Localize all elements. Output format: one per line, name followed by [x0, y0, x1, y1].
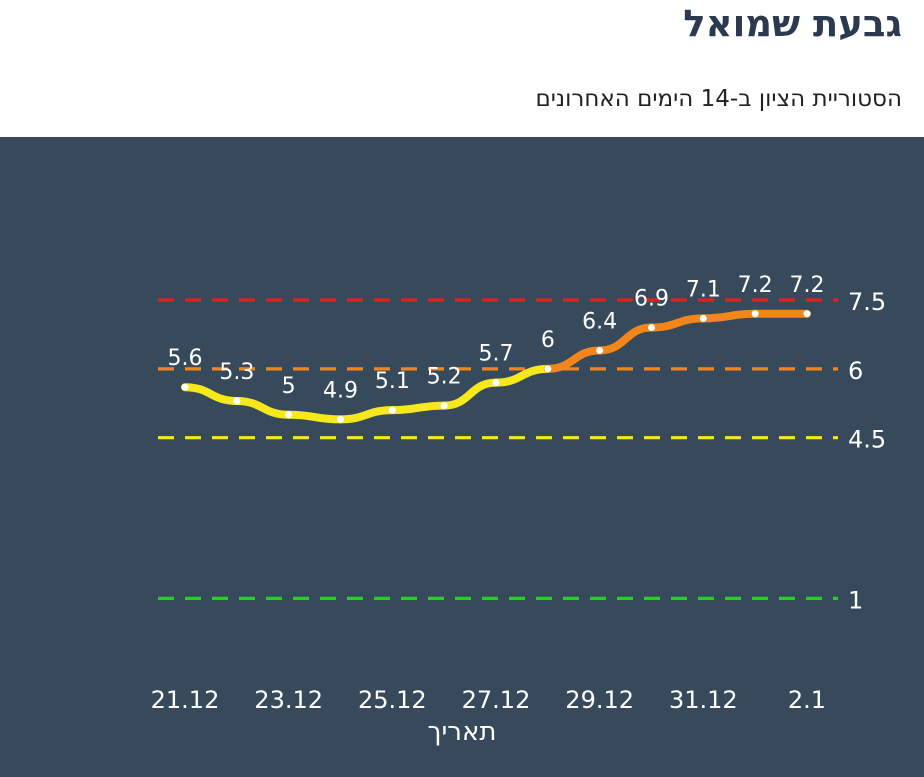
series-segment: [232, 396, 293, 419]
series-segment: [388, 401, 449, 415]
data-label: 7.2: [738, 273, 773, 298]
x-tick-label: 21.12: [151, 686, 220, 714]
threshold-label-7.5: 7.5: [848, 288, 886, 316]
page-title: גבעת שמואל: [683, 2, 902, 45]
x-tick-label: 27.12: [462, 686, 531, 714]
data-label: 6.9: [634, 287, 669, 312]
data-point: [337, 415, 344, 423]
data-point: [388, 406, 396, 414]
threshold-label-6: 6: [848, 357, 863, 385]
data-label: 6: [541, 328, 555, 353]
data-label: 5.3: [219, 360, 254, 385]
data-point: [648, 324, 655, 332]
data-point: [233, 397, 241, 405]
series-segment: [492, 364, 552, 387]
data-point: [596, 346, 604, 354]
data-point: [181, 383, 189, 391]
x-tick-label: 29.12: [565, 686, 634, 714]
score-line-chart: 7.5 6 4.5 1 5.6 5.3 5 4.9 5.1 5.2 5.7 6 6.4 6.9 7.1 7.2…: [151, 273, 887, 714]
series-segment: [595, 323, 656, 355]
data-point: [285, 411, 293, 419]
data-label: 7.1: [686, 277, 721, 302]
series-segment: [284, 410, 345, 424]
series-segment: [647, 314, 708, 332]
data-label: 5.2: [427, 365, 462, 390]
x-tick-label: 31.12: [669, 686, 738, 714]
data-label: 6.4: [582, 309, 617, 334]
data-point: [803, 310, 811, 318]
data-label: 5.7: [479, 342, 514, 367]
data-point: [492, 379, 500, 387]
series-segment: [336, 406, 397, 424]
data-point: [544, 365, 552, 373]
series-segment: [543, 346, 604, 373]
data-label: 5: [282, 374, 296, 399]
header: גבעת שמואל הסטוריית הציון ב-14 הימים האח…: [0, 0, 924, 137]
x-axis-title: תאריך: [427, 717, 497, 747]
data-label: 7.2: [790, 273, 825, 298]
data-point: [440, 402, 448, 410]
x-tick-label: 23.12: [254, 686, 323, 714]
series-segment: [440, 378, 500, 410]
data-label: 5.1: [375, 369, 410, 394]
data-point: [751, 310, 759, 318]
threshold-label-4.5: 4.5: [848, 426, 886, 454]
x-tick-label: 2.1: [788, 686, 826, 714]
chart-panel: 7.5 6 4.5 1 5.6 5.3 5 4.9 5.1 5.2 5.7 6 6.4 6.9 7.1 7.2…: [0, 137, 924, 777]
series-segment: [181, 383, 241, 405]
data-label: 4.9: [323, 378, 358, 403]
threshold-label-1: 1: [848, 586, 863, 614]
data-label: 5.6: [168, 346, 203, 371]
data-point: [699, 314, 707, 322]
series-segment: [699, 309, 760, 323]
x-tick-label: 25.12: [358, 686, 427, 714]
page-subtitle: הסטוריית הציון ב-14 הימים האחרונים: [535, 86, 903, 112]
